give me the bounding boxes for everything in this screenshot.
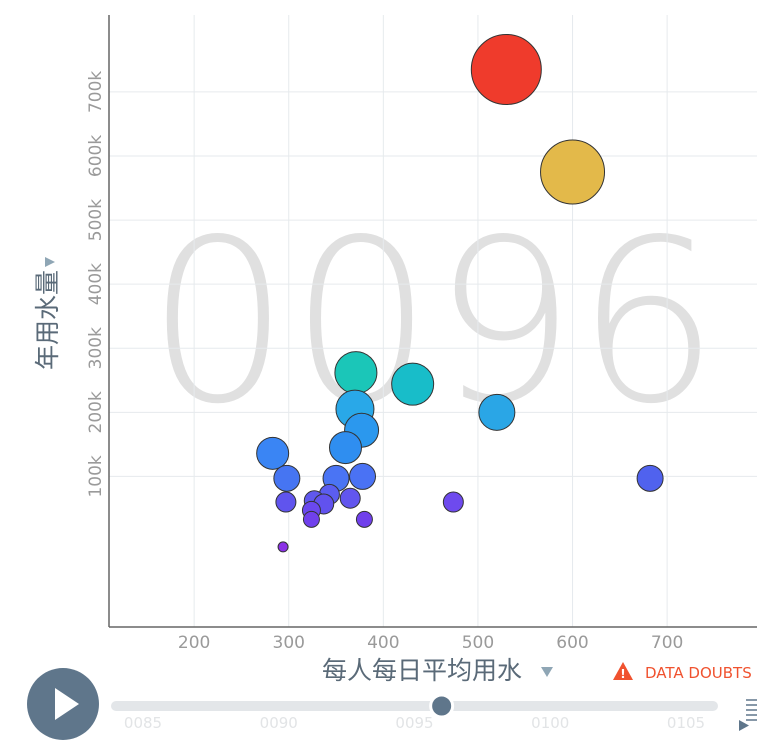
warning-triangle-icon — [613, 662, 633, 680]
tick-layer: 200 300 400 500 600 700 100k 200k 300k 400k 500k 60… — [86, 71, 683, 653]
big-year-layer: 0096 — [147, 192, 720, 454]
bubble-point[interactable] — [391, 362, 435, 406]
bubble-point[interactable] — [277, 541, 289, 553]
x-axis-dropdown-icon[interactable] — [541, 667, 553, 677]
speed-menu-icon[interactable] — [739, 699, 757, 731]
bubble-point[interactable] — [540, 139, 606, 205]
play-icon — [55, 688, 79, 720]
bubble-point[interactable] — [470, 33, 542, 105]
y-axis-dropdown-icon[interactable] — [45, 257, 55, 267]
x-tick-label: 600 — [556, 633, 588, 653]
axis-layer — [108, 15, 757, 628]
data-doubts-label: DATA DOUBTS — [645, 664, 752, 682]
y-tick-label: 600k — [86, 135, 106, 177]
y-tick-label: 700k — [86, 71, 106, 113]
play-button[interactable] — [27, 668, 99, 740]
grid-layer — [109, 15, 757, 627]
bubble-point[interactable] — [442, 491, 464, 513]
y-tick-label: 400k — [86, 263, 106, 305]
y-axis-title[interactable]: 年用水量 — [33, 270, 62, 370]
x-tick-label: 300 — [273, 633, 305, 653]
timeline-label: 0095 — [395, 714, 433, 732]
bubble-point[interactable] — [328, 431, 362, 465]
warning-exclamation: ! — [620, 667, 625, 681]
y-tick-label: 200k — [86, 391, 106, 433]
x-tick-label: 400 — [367, 633, 399, 653]
bubble-point[interactable] — [256, 436, 290, 470]
x-tick-label: 200 — [178, 633, 210, 653]
timeline-handle[interactable] — [429, 693, 455, 719]
bubble-point[interactable] — [636, 464, 664, 492]
bubble-point[interactable] — [275, 491, 297, 513]
bubble-point[interactable] — [355, 510, 373, 528]
timeline-label: 0090 — [260, 714, 298, 732]
x-tick-label: 700 — [651, 633, 683, 653]
bubble-point[interactable] — [349, 462, 377, 490]
data-doubts-button[interactable]: ! DATA DOUBTS — [613, 662, 752, 682]
timeline-labels: 0085 0090 0095 0100 0105 — [124, 714, 705, 732]
y-tick-label: 100k — [86, 455, 106, 497]
bubble-point[interactable] — [273, 464, 301, 492]
bubble-point[interactable] — [478, 393, 516, 431]
timeline-label: 0105 — [667, 714, 705, 732]
y-tick-label: 300k — [86, 327, 106, 369]
y-tick-label: 500k — [86, 199, 106, 241]
bubble-point[interactable] — [334, 351, 378, 395]
big-year-label: 0096 — [147, 192, 720, 454]
bubble-point[interactable] — [302, 510, 320, 528]
timeline-label: 0085 — [124, 714, 162, 732]
bubble-point[interactable] — [339, 487, 361, 509]
timeline-label: 0100 — [531, 714, 569, 732]
bubble-layer — [256, 33, 664, 553]
x-axis-title[interactable]: 每人每日平均用水 — [322, 656, 522, 685]
x-tick-label: 500 — [462, 633, 494, 653]
